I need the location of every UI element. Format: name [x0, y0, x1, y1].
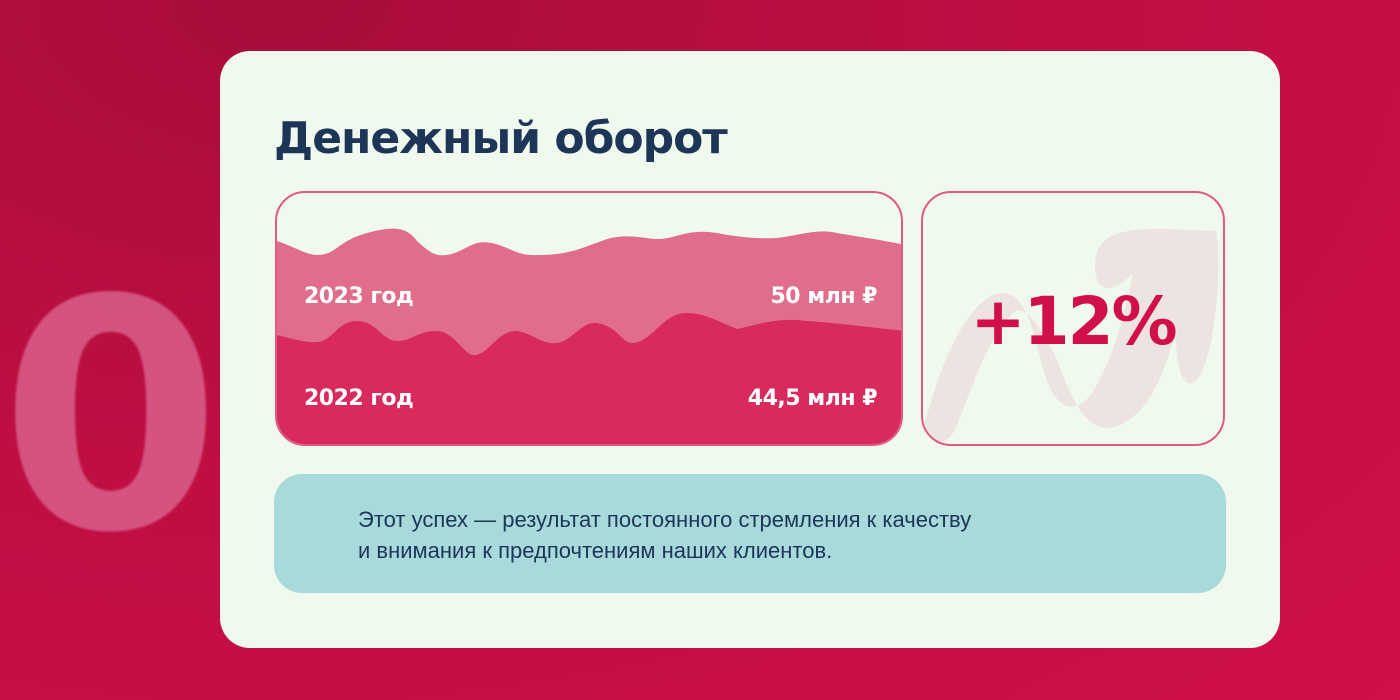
note-line-1: Этот успех — результат постоянного стрем…: [358, 507, 972, 532]
growth-percent: +12%: [970, 283, 1177, 360]
year-2022-value: 44,5 млн ₽: [747, 386, 878, 411]
arrow-up-icon: [925, 228, 1219, 442]
wave-2022: [277, 313, 901, 444]
note-box: Этот успех — результат постоянного стрем…: [274, 474, 1226, 593]
turnover-card: Денежный оборот 2023 год 50 млн ₽ 2022 г…: [220, 51, 1280, 648]
year-2022-label: 2022 год: [304, 386, 414, 411]
year-2023-label: 2023 год: [304, 284, 414, 309]
wave-graphic: [277, 228, 901, 444]
growth-box: +12%: [921, 191, 1225, 446]
note-line-2: и внимания к предпочтениям наших клиенто…: [358, 538, 833, 563]
page-title: Денежный оборот: [274, 113, 728, 164]
turnover-comparison: 2023 год 50 млн ₽ 2022 год 44,5 млн ₽: [275, 191, 903, 446]
year-2023-value: 50 млн ₽: [770, 284, 877, 309]
